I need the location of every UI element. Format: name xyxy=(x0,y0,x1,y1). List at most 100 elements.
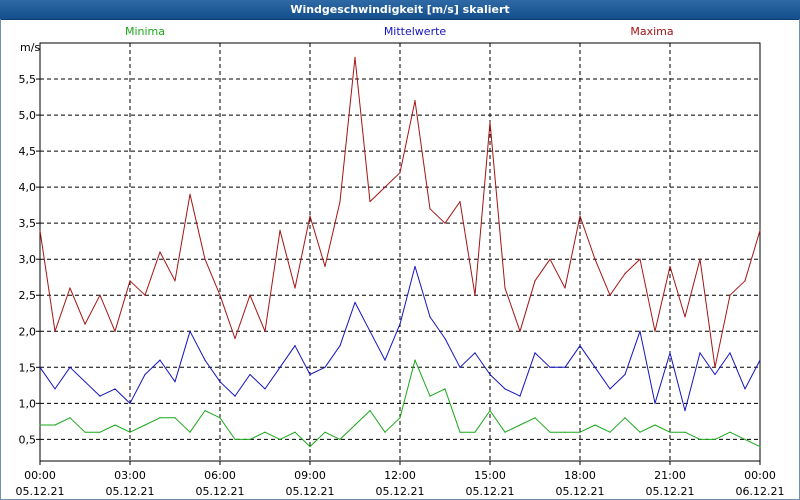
data-point-minima xyxy=(459,431,461,433)
data-point-maxima xyxy=(759,229,761,231)
data-point-maxima xyxy=(249,294,251,296)
data-point-minima xyxy=(444,388,446,390)
x-tick-date: 05.12.21 xyxy=(646,485,695,498)
y-tick-label: 3,0 xyxy=(19,253,37,266)
data-point-maxima xyxy=(414,100,416,102)
data-point-maxima xyxy=(684,316,686,318)
data-point-minima xyxy=(624,417,626,419)
data-point-mittelwerte xyxy=(714,373,716,376)
data-point-maxima xyxy=(324,265,326,268)
data-point-minima xyxy=(264,431,266,433)
x-axis-ticks: 00:00 05.12.21 03:00 05.12.21 06:00 05.12.21 0… xyxy=(16,461,785,498)
data-point-maxima xyxy=(399,172,401,174)
data-point-maxima xyxy=(39,229,41,231)
x-tick-date: 06.12.21 xyxy=(736,485,785,498)
data-point-minima xyxy=(549,431,551,433)
data-point-mittelwerte xyxy=(564,366,566,368)
data-point-mittelwerte xyxy=(84,381,86,383)
data-point-minima xyxy=(384,431,386,433)
y-axis-label: m/s xyxy=(20,41,40,54)
x-tick-date: 05.12.21 xyxy=(196,485,245,498)
data-point-maxima xyxy=(444,222,446,224)
data-point-maxima xyxy=(354,56,356,59)
x-tick-date: 05.12.21 xyxy=(106,485,155,498)
data-point-mittelwerte xyxy=(699,352,701,354)
data-point-maxima xyxy=(384,186,386,188)
data-point-mittelwerte xyxy=(654,402,656,404)
x-tick-time: 06:00 xyxy=(204,469,236,482)
x-tick-time: 00:00 xyxy=(24,469,56,482)
x-tick-time: 03:00 xyxy=(114,469,146,482)
data-point-minima xyxy=(534,417,536,419)
y-tick-label: 3,5 xyxy=(19,217,37,230)
data-point-mittelwerte xyxy=(54,388,56,390)
data-point-maxima xyxy=(609,294,611,296)
data-point-minima xyxy=(84,431,86,433)
data-point-maxima xyxy=(84,323,86,325)
data-point-maxima xyxy=(234,337,236,340)
data-point-minima xyxy=(654,424,656,426)
data-point-maxima xyxy=(504,287,506,289)
data-point-mittelwerte xyxy=(264,388,266,390)
data-point-maxima xyxy=(54,330,56,332)
y-tick-label: 5,5 xyxy=(19,73,37,86)
data-point-mittelwerte xyxy=(324,366,326,368)
data-point-mittelwerte xyxy=(444,337,446,340)
data-point-maxima xyxy=(99,294,101,296)
data-point-minima xyxy=(324,431,326,433)
data-point-minima xyxy=(489,409,491,412)
data-point-maxima xyxy=(729,294,731,296)
data-point-maxima xyxy=(309,215,311,217)
data-point-mittelwerte xyxy=(549,366,551,368)
data-point-maxima xyxy=(474,294,476,296)
y-tick-label: 2,5 xyxy=(19,289,37,302)
x-tick-time: 15:00 xyxy=(474,469,506,482)
data-point-maxima xyxy=(159,251,161,253)
y-tick-label: 0,5 xyxy=(19,433,37,446)
data-point-minima xyxy=(639,431,641,433)
x-tick-time: 12:00 xyxy=(384,469,416,482)
data-point-mittelwerte xyxy=(669,352,671,354)
data-point-mittelwerte xyxy=(369,330,371,332)
data-point-maxima xyxy=(174,280,176,282)
data-point-minima xyxy=(474,431,476,433)
data-point-mittelwerte xyxy=(594,366,596,368)
data-point-minima xyxy=(729,431,731,433)
data-point-maxima xyxy=(339,200,341,203)
y-tick-label: 1,0 xyxy=(19,397,37,410)
data-point-mittelwerte xyxy=(99,395,101,397)
data-point-maxima xyxy=(459,200,461,203)
data-point-minima xyxy=(519,424,521,426)
x-tick-date: 05.12.21 xyxy=(376,485,425,498)
data-point-minima xyxy=(609,431,611,433)
data-point-mittelwerte xyxy=(204,359,206,361)
data-point-minima xyxy=(294,431,296,433)
data-point-mittelwerte xyxy=(339,345,341,347)
data-point-minima xyxy=(504,431,506,433)
data-point-minima xyxy=(189,431,191,433)
legend-mittelwerte: Mittelwerte xyxy=(384,25,447,38)
data-point-mittelwerte xyxy=(624,373,626,376)
data-point-mittelwerte xyxy=(684,409,686,412)
y-tick-label: 2,0 xyxy=(19,325,37,338)
data-point-maxima xyxy=(204,258,206,260)
data-point-maxima xyxy=(144,294,146,296)
data-point-mittelwerte xyxy=(114,388,116,390)
data-point-mittelwerte xyxy=(639,330,641,332)
data-point-minima xyxy=(39,424,41,426)
data-point-minima xyxy=(309,445,311,448)
data-point-minima xyxy=(144,424,146,426)
data-point-minima xyxy=(579,431,581,433)
legend-maxima: Maxima xyxy=(630,25,673,38)
data-point-mittelwerte xyxy=(579,345,581,347)
data-point-maxima xyxy=(294,287,296,289)
data-point-minima xyxy=(339,438,341,440)
x-tick-time: 09:00 xyxy=(294,469,326,482)
data-point-maxima xyxy=(624,273,626,275)
data-point-minima xyxy=(564,431,566,433)
data-point-mittelwerte xyxy=(129,402,131,404)
data-point-mittelwerte xyxy=(219,381,221,383)
data-point-maxima xyxy=(429,208,431,210)
plot-area-border xyxy=(39,42,761,462)
data-point-mittelwerte xyxy=(429,316,431,318)
